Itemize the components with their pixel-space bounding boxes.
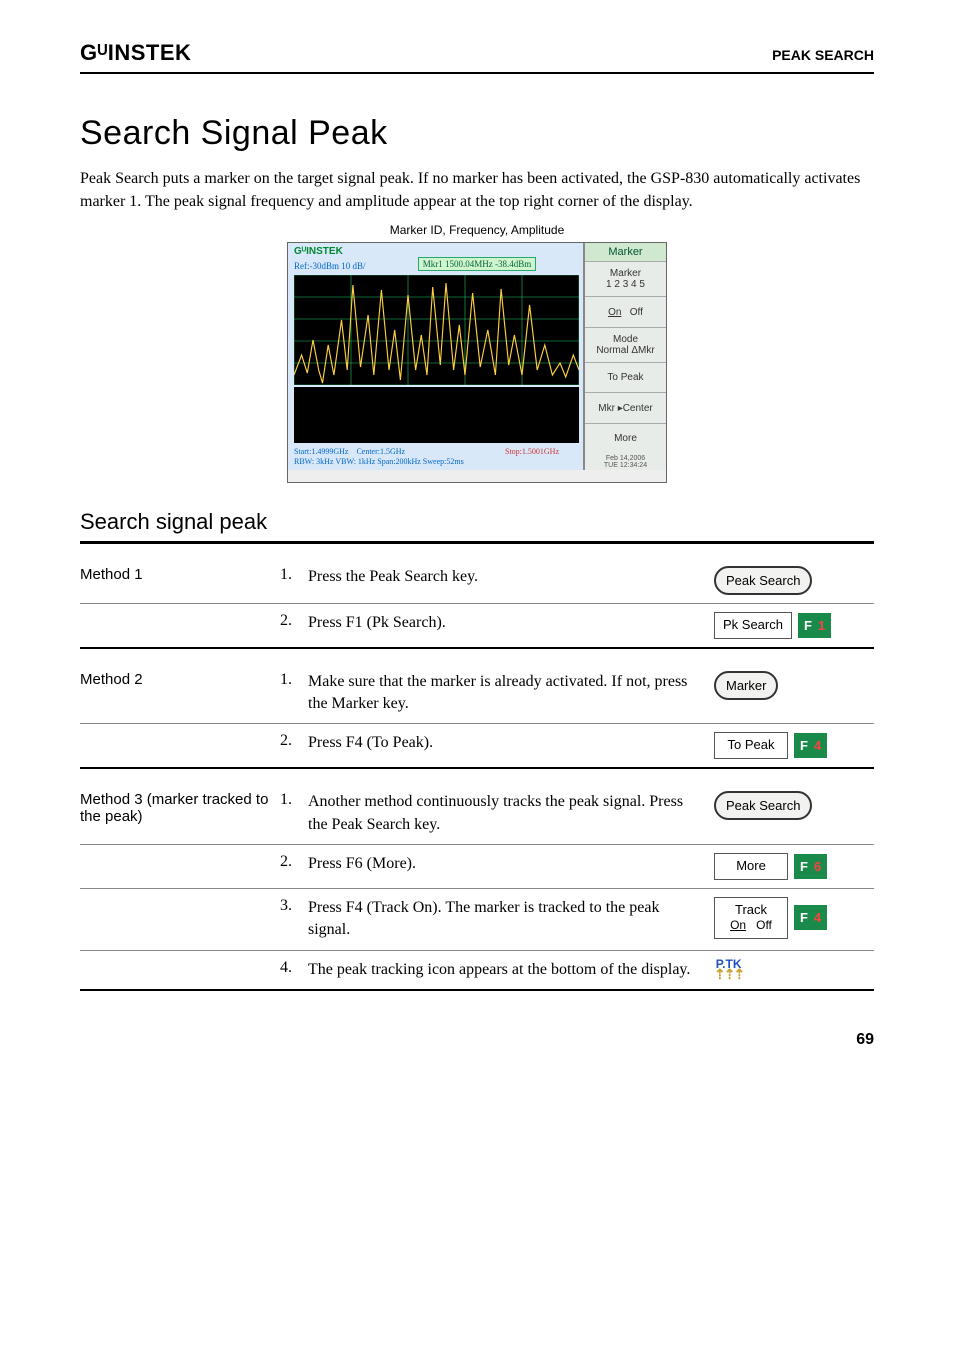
status-center: Center:1.5GHz [356,447,405,456]
page-header: GᵁINSTEK PEAK SEARCH [80,40,874,74]
f4-key[interactable]: F4 [794,733,827,758]
track-softkey[interactable]: Track On Off [714,897,788,939]
step-text: Make sure that the marker is already act… [308,671,714,716]
status-start: Start:1.4999GHz [294,447,348,456]
page-number: 69 [80,1031,874,1049]
step-text: Another method continuously tracks the p… [308,791,714,836]
figure-caption: Marker ID, Frequency, Amplitude [80,223,874,237]
screen-iconbar [288,470,666,482]
header-section: PEAK SEARCH [772,47,874,63]
step-text: Press F4 (Track On). The marker is track… [308,897,714,942]
track-icon-l2: ⇡⇡⇡ [714,966,743,982]
intro-paragraph: Peak Search puts a marker on the target … [80,167,874,213]
step-text: Press F1 (Pk Search). [308,612,714,634]
more-softkey[interactable]: More [714,853,788,880]
method-1-label: Method 1 [80,566,280,583]
step-number: 3. [280,897,308,915]
method-3: Method 3 (marker tracked to the peak) 1.… [80,783,874,991]
brand-rest: INSTEK [108,40,192,65]
section-heading: Search signal peak [80,509,874,544]
brand-u: ᵁ [98,40,108,65]
step-text: Press F4 (To Peak). [308,732,714,754]
step-number: 2. [280,853,308,871]
screen-sidebar: Marker Marker 1 2 3 4 5 On Off Mode Norm… [584,243,666,469]
track-label: Track [735,902,767,917]
sidebar-mkr-center[interactable]: Mkr ▸Center [585,392,666,423]
status-stop: Stop:1.5001GHz [505,447,559,457]
sidebar-to-peak[interactable]: To Peak [585,362,666,393]
status-row2: RBW: 3kHz VBW: 1kHz Span:200kHz Sweep:52… [294,457,464,466]
step-text: The peak tracking icon appears at the bo… [308,959,714,981]
step-number: 2. [280,612,308,630]
method-3-label: Method 3 (marker tracked to the peak) [80,791,280,825]
track-on: On [730,918,746,932]
step-number: 1. [280,791,308,809]
sidebar-mode[interactable]: Mode Normal ΔMkr [585,327,666,362]
screen-brand: GᵁINSTEK [294,246,579,257]
page-title: Search Signal Peak [80,114,874,153]
sidebar-head: Marker [585,243,666,261]
to-peak-softkey[interactable]: To Peak [714,732,788,759]
screen-ref: Ref:-30dBm 10 dB/ [294,261,366,271]
f4-key[interactable]: F4 [794,905,827,930]
brand-g: G [80,40,98,65]
method-1: Method 1 1. Press the Peak Search key. P… [80,558,874,649]
screen-status: Start:1.4999GHz Center:1.5GHz Stop:1.500… [294,445,579,469]
brand-logo: GᵁINSTEK [80,40,191,66]
step-number: 2. [280,732,308,750]
method-2: Method 2 1. Make sure that the marker is… [80,663,874,770]
device-screenshot: GᵁINSTEK Ref:-30dBm 10 dB/ Mkr1 1500.04M… [287,242,667,482]
marker-key[interactable]: Marker [714,671,778,700]
step-number: 1. [280,566,308,584]
step-number: 1. [280,671,308,689]
step-text: Press the Peak Search key. [308,566,714,588]
peak-track-icon: P.TK ⇡⇡⇡ [714,959,743,981]
sidebar-onoff[interactable]: On Off [585,296,666,327]
pk-search-softkey[interactable]: Pk Search [714,612,792,639]
figure: Marker ID, Frequency, Amplitude GᵁINSTEK… [80,223,874,482]
f1-key[interactable]: F1 [798,613,831,638]
peak-search-key[interactable]: Peak Search [714,791,812,820]
peak-search-key[interactable]: Peak Search [714,566,812,595]
sidebar-more[interactable]: More [585,423,666,454]
track-off: Off [756,918,772,932]
plot-lower [294,387,579,443]
sidebar-marker-select[interactable]: Marker 1 2 3 4 5 [585,261,666,296]
spectrum-plot [294,275,579,385]
step-text: Press F6 (More). [308,853,714,875]
method-2-label: Method 2 [80,671,280,688]
sidebar-date: Feb 14,2006 TUE 12:34:24 [585,454,666,470]
step-number: 4. [280,959,308,977]
marker-readout: Mkr1 1500.04MHz -38.4dBm [418,257,537,271]
f6-key[interactable]: F6 [794,854,827,879]
